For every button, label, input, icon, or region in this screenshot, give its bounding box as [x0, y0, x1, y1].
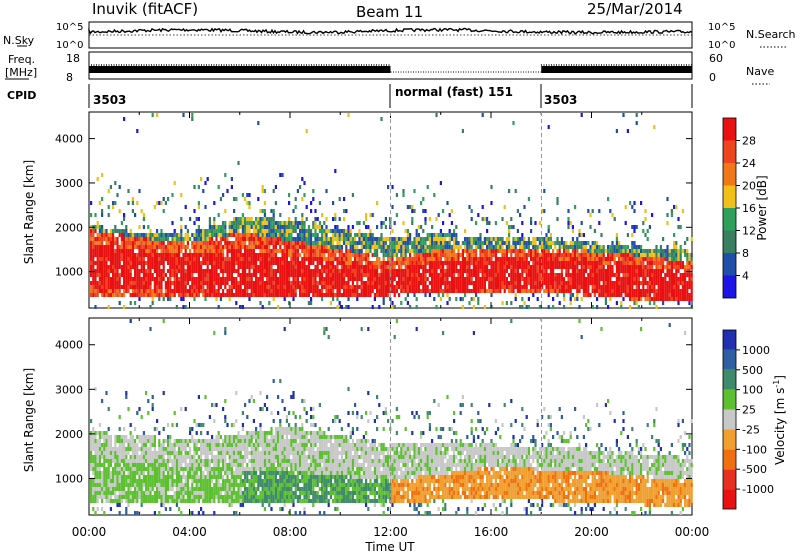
velocity-colorbar-swatches: [723, 330, 736, 509]
colorbar-tick-label: 12: [742, 225, 756, 238]
colorbar-swatch: [723, 208, 736, 231]
colorbar-tick-label: 28: [742, 135, 756, 148]
x-tick-label: 00:00: [675, 525, 710, 539]
nsky-label: N.Sky: [3, 34, 35, 47]
colorbar-tick-label: 20: [742, 180, 756, 193]
colorbar-tick-label: -100: [742, 443, 767, 456]
y-tick-label: 3000: [55, 383, 83, 396]
nave-tick-high: 60: [709, 52, 723, 65]
colorbar-swatch: [723, 275, 736, 298]
y-tick-label: 2000: [55, 428, 83, 441]
cpid-label: CPID: [7, 89, 36, 102]
colorbar-swatch: [723, 185, 736, 208]
power-heatmap: [90, 113, 693, 309]
freq-panel: Freq. [MHz] 18 8 60 0 Nave: [5, 51, 774, 85]
colorbar-tick-label: 25: [742, 404, 756, 417]
colorbar-tick-label: 16: [742, 202, 756, 215]
freq-unit: [MHz]: [5, 66, 37, 79]
y-tick-label: 1000: [55, 472, 83, 485]
colorbar-swatch: [723, 469, 736, 490]
beam-title: Beam 11: [356, 3, 423, 21]
colorbar-tick-label: 4: [742, 270, 749, 283]
power-axes: 1000 2000 3000 4000: [55, 112, 693, 308]
power-colorbar-swatches: [723, 118, 736, 298]
nsearch-tick-high: 10^5: [708, 22, 735, 33]
colorbar-swatch: [723, 489, 736, 509]
colorbar-tick-label: 8: [742, 247, 749, 260]
x-tick-label: 16:00: [474, 525, 509, 539]
nave-tick-low: 0: [709, 71, 716, 84]
x-axis-ticks: 00:00 04:00 08:00 12:00 16:00 20:00 00:00: [72, 525, 710, 539]
colorbar-swatch: [723, 389, 736, 410]
colorbar-swatch: [723, 163, 736, 186]
nsearch-label: N.Search: [746, 28, 796, 41]
cpid-segment-3: 3503: [544, 93, 577, 107]
colorbar-tick-label: -1000: [742, 483, 774, 496]
colorbar-swatch: [723, 449, 736, 470]
y-tick-label: 2000: [55, 221, 83, 234]
frequency-trace: [88, 64, 692, 73]
colorbar-tick-label: -25: [742, 423, 760, 436]
colorbar-swatch: [723, 409, 736, 430]
nsky-tick-low: 10^0: [56, 40, 83, 51]
power-ylabel: Slant Range [km]: [22, 160, 36, 264]
station-title: Inuvik (fitACF): [92, 0, 198, 18]
colorbar-swatch: [723, 330, 736, 350]
colorbar-tick-label: 1000: [742, 344, 770, 357]
colorbar-swatch: [723, 140, 736, 163]
freq-tick-low: 8: [66, 71, 73, 84]
noise-panel: N.Sky 10^5 10^0 N.Search 10^5 10^0: [3, 21, 796, 51]
nsearch-tick-low: 10^0: [708, 40, 735, 51]
y-tick-label: 4000: [55, 339, 83, 352]
velocity-colorbar: Velocity [m s-1] -1000 -500 -100 -25 25 100 50…: [722, 329, 787, 510]
date-title: 25/Mar/2014: [587, 0, 683, 18]
y-tick-label: 4000: [55, 133, 83, 146]
colorbar-tick-label: -500: [742, 463, 767, 476]
velocity-colorbar-label: Velocity [m s-1]: [772, 375, 787, 465]
y-tick-label: 1000: [55, 266, 83, 279]
colorbar-swatch: [723, 349, 736, 370]
noise-sky-trace: [88, 27, 693, 35]
y-tick-label: 3000: [55, 177, 83, 190]
x-tick-label: 04:00: [172, 525, 207, 539]
colorbar-tick-label: 24: [742, 157, 756, 170]
nave-label: Nave: [746, 65, 774, 78]
colorbar-tick-label: 500: [742, 364, 763, 377]
colorbar-swatch: [723, 369, 736, 390]
colorbar-swatch: [723, 253, 736, 276]
power-colorbar-ticks: 4 8 12 16 20 24 28: [736, 135, 756, 283]
colorbar-swatch: [723, 230, 736, 253]
x-tick-label: 08:00: [273, 525, 308, 539]
x-tick-label: 20:00: [574, 525, 609, 539]
x-tick-label: 12:00: [373, 525, 408, 539]
nsky-tick-high: 10^5: [56, 22, 83, 33]
velocity-colorbar-ticks: -1000 -500 -100 -25 25 100 500 1000: [736, 344, 774, 496]
velocity-axes: 1000 2000 3000 4000: [55, 318, 693, 515]
power-panel: 1000 2000 3000 4000 Slant Range [km]: [22, 111, 693, 309]
colorbar-swatch: [723, 118, 736, 141]
cpid-segment-2: normal (fast) 151: [395, 85, 513, 99]
power-colorbar: Power [dB] 4 8 12 16 20 24 28: [722, 117, 769, 299]
freq-tick-high: 18: [66, 52, 80, 65]
x-axis-label: Time UT: [364, 540, 415, 554]
colorbar-swatch: [723, 429, 736, 450]
colorbar-tick-label: 100: [742, 384, 763, 397]
cpid-segment-1: 3503: [93, 93, 126, 107]
cpid-row: CPID 3503 normal (fast) 151 3503: [7, 84, 693, 108]
x-tick-label: 00:00: [72, 525, 107, 539]
power-colorbar-label: Power [dB]: [755, 175, 769, 240]
velocity-panel: 1000 2000 3000 4000 Slant Range [km]: [22, 317, 693, 516]
freq-label: Freq.: [8, 53, 35, 66]
velocity-ylabel: Slant Range [km]: [22, 368, 36, 472]
